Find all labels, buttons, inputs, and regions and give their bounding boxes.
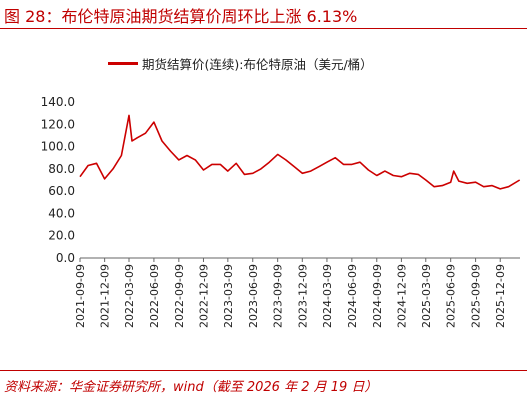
y-tick-label: 100.0 [41,140,75,154]
x-axis: 2021-09-09 2021-12-09 2022-03-09 2022-06-09… [74,257,520,328]
y-tick-label: 20.0 [48,229,75,243]
figure-title: 图 28：布伦特原油期货结算价周环比上涨 6.13% [4,7,358,26]
y-tick-label: 40.0 [48,206,75,220]
x-tick-label: 2025-03-09 [420,264,433,328]
x-tick-label: 2025-06-09 [445,264,458,328]
series-line [79,114,521,190]
legend-label: 期货结算价(连续):布伦特原油（美元/桶） [142,57,373,72]
x-tick-label: 2023-12-09 [296,264,309,328]
y-tick-label: 60.0 [48,184,75,198]
x-tick-label: 2025-12-09 [494,264,507,328]
x-tick-label: 2024-12-09 [395,264,408,328]
x-tick-label: 2025-09-09 [470,264,483,328]
y-tick-label: 80.0 [48,162,75,176]
x-tick-label: 2021-12-09 [99,264,112,328]
x-tick-label: 2023-03-09 [222,264,235,328]
x-tick-label: 2021-09-09 [74,264,87,328]
legend-swatch [108,62,138,65]
x-tick-label: 2023-06-09 [247,264,260,328]
plot-area [79,114,521,190]
title-rule [0,28,527,29]
x-tick-label: 2022-12-09 [197,264,210,328]
x-tick-label: 2023-09-09 [272,264,285,328]
y-tick-label: 140.0 [41,95,75,109]
y-tick-label: 0.0 [56,251,75,265]
source-rule [0,370,527,371]
x-tick-label: 2024-09-09 [371,264,384,328]
y-tick-label: 120.0 [41,117,75,131]
source-note: 资料来源：华金证券研究所，wind（截至 2026 年 2 月 19 日） [4,380,378,395]
x-tick-label: 2022-06-09 [148,264,161,328]
y-axis: 0.0 20.0 40.0 60.0 80.0 100.0 120.0 140.0 [41,95,75,265]
x-tick-label: 2024-03-09 [321,264,334,328]
x-tick-label: 2022-03-09 [123,264,136,328]
x-tick-label: 2022-09-09 [173,264,186,328]
x-tick-label: 2024-06-09 [346,264,359,328]
